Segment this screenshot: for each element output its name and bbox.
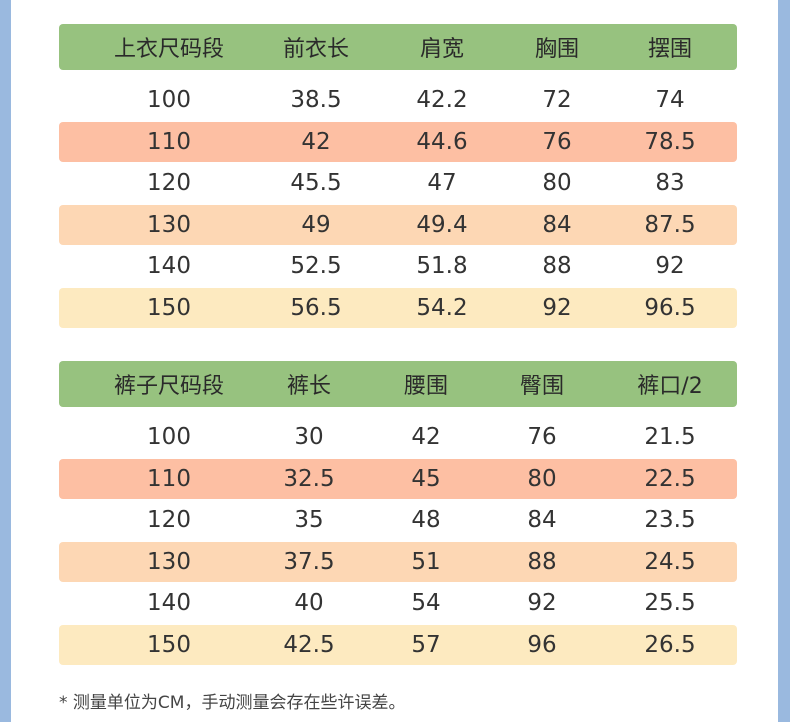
table-cell: 45 — [411, 465, 441, 492]
table-cell: 84 — [542, 211, 572, 238]
table-row: 120 45.5 47 80 83 — [59, 163, 737, 203]
table-cell: 48 — [411, 507, 441, 534]
table-cell: 92 — [542, 294, 572, 321]
table-row: 100 30 42 76 21.5 — [59, 417, 737, 457]
table-cell: 45.5 — [290, 170, 342, 197]
table-cell: 49 — [301, 211, 331, 238]
table-cell: 150 — [147, 631, 191, 658]
table-cell: 140 — [147, 590, 191, 617]
table-cell: 38.5 — [290, 87, 342, 113]
table-cell: 150 — [147, 294, 191, 321]
table-cell: 26.5 — [644, 631, 696, 658]
table-cell: 96.5 — [644, 294, 696, 321]
table-row: 130 49 49.4 84 87.5 — [59, 204, 737, 245]
table-row: 110 32.5 45 80 22.5 — [59, 458, 737, 499]
table-row: 130 37.5 51 88 24.5 — [59, 541, 737, 582]
table-cell: 35 — [294, 507, 324, 534]
table-cell: 92 — [655, 253, 685, 280]
table-cell: 23.5 — [644, 507, 696, 534]
header-cell: 前衣长 — [282, 37, 349, 62]
header-cell: 腰围 — [403, 374, 448, 399]
table-cell: 42 — [411, 424, 441, 450]
header-cell: 胸围 — [534, 37, 579, 62]
header-cell: 肩宽 — [419, 37, 464, 62]
header-cell: 裤口/2 — [637, 374, 703, 399]
table-cell: 25.5 — [644, 590, 696, 617]
table-cell: 140 — [147, 253, 191, 280]
top-table-header: 上衣尺码段 前衣长 肩宽 胸围 摆围 — [59, 24, 737, 70]
table-cell: 56.5 — [290, 294, 342, 321]
table-row: 150 42.5 57 96 26.5 — [59, 624, 737, 665]
table-cell: 130 — [147, 211, 191, 238]
table-cell: 120 — [147, 170, 191, 197]
table-row: 120 35 48 84 23.5 — [59, 500, 737, 540]
header-cell: 裤子尺码段 — [113, 374, 224, 399]
table-cell: 54.2 — [416, 294, 468, 321]
table-cell: 24.5 — [644, 548, 696, 575]
table-cell: 47 — [427, 170, 457, 197]
table-cell: 52.5 — [290, 253, 342, 280]
table-cell: 80 — [542, 170, 572, 197]
table-cell: 42.5 — [283, 631, 335, 658]
table-row: 140 40 54 92 25.5 — [59, 583, 737, 623]
table-cell: 76 — [542, 128, 572, 155]
table-cell: 32.5 — [283, 465, 335, 492]
table-cell: 110 — [147, 465, 191, 492]
table-cell: 72 — [542, 87, 572, 113]
table-cell: 120 — [147, 507, 191, 534]
table-cell: 96 — [527, 631, 557, 658]
table-cell: 30 — [294, 424, 324, 450]
bottom-table-header: 裤子尺码段 裤长 腰围 臀围 裤口/2 — [59, 361, 737, 407]
table-cell: 87.5 — [644, 211, 696, 238]
table-cell: 51.8 — [416, 253, 468, 280]
table-cell: 110 — [147, 128, 191, 155]
table-cell: 130 — [147, 548, 191, 575]
table-cell: 42 — [301, 128, 331, 155]
top-size-table: 上衣尺码段 前衣长 肩宽 胸围 摆围 100 38.5 42.2 72 74 1… — [59, 24, 737, 330]
table-cell: 44.6 — [416, 128, 468, 155]
table-cell: 83 — [655, 170, 685, 197]
bottom-size-table: 裤子尺码段 裤长 腰围 臀围 裤口/2 100 30 42 76 21.5 11… — [59, 361, 737, 667]
table-cell: 76 — [527, 424, 557, 450]
table-cell: 80 — [527, 465, 557, 492]
table-cell: 74 — [655, 87, 685, 113]
table-cell: 57 — [411, 631, 441, 658]
table-cell: 84 — [527, 507, 557, 534]
table-cell: 92 — [527, 590, 557, 617]
measurement-note: * 测量单位为CM，手动测量会存在些许误差。 — [59, 693, 406, 713]
table-cell: 51 — [411, 548, 441, 575]
table-cell: 21.5 — [644, 424, 696, 450]
table-cell: 88 — [527, 548, 557, 575]
table-cell: 54 — [411, 590, 441, 617]
table-cell: 42.2 — [416, 87, 468, 113]
header-cell: 摆围 — [647, 37, 692, 62]
table-row: 110 42 44.6 76 78.5 — [59, 121, 737, 162]
table-cell: 49.4 — [416, 211, 468, 238]
table-cell: 88 — [542, 253, 572, 280]
table-cell: 78.5 — [644, 128, 696, 155]
table-cell: 22.5 — [644, 465, 696, 492]
table-cell: 37.5 — [283, 548, 335, 575]
table-row: 100 38.5 42.2 72 74 — [59, 80, 737, 120]
header-cell: 上衣尺码段 — [113, 37, 224, 62]
table-cell: 40 — [294, 590, 324, 617]
header-cell: 裤长 — [286, 374, 331, 399]
size-chart-sheet: 上衣尺码段 前衣长 肩宽 胸围 摆围 100 38.5 42.2 72 74 1… — [11, 0, 778, 722]
header-cell: 臀围 — [519, 374, 564, 399]
table-row: 140 52.5 51.8 88 92 — [59, 246, 737, 286]
table-cell: 100 — [147, 87, 191, 113]
table-cell: 100 — [147, 424, 191, 450]
table-row: 150 56.5 54.2 92 96.5 — [59, 287, 737, 328]
